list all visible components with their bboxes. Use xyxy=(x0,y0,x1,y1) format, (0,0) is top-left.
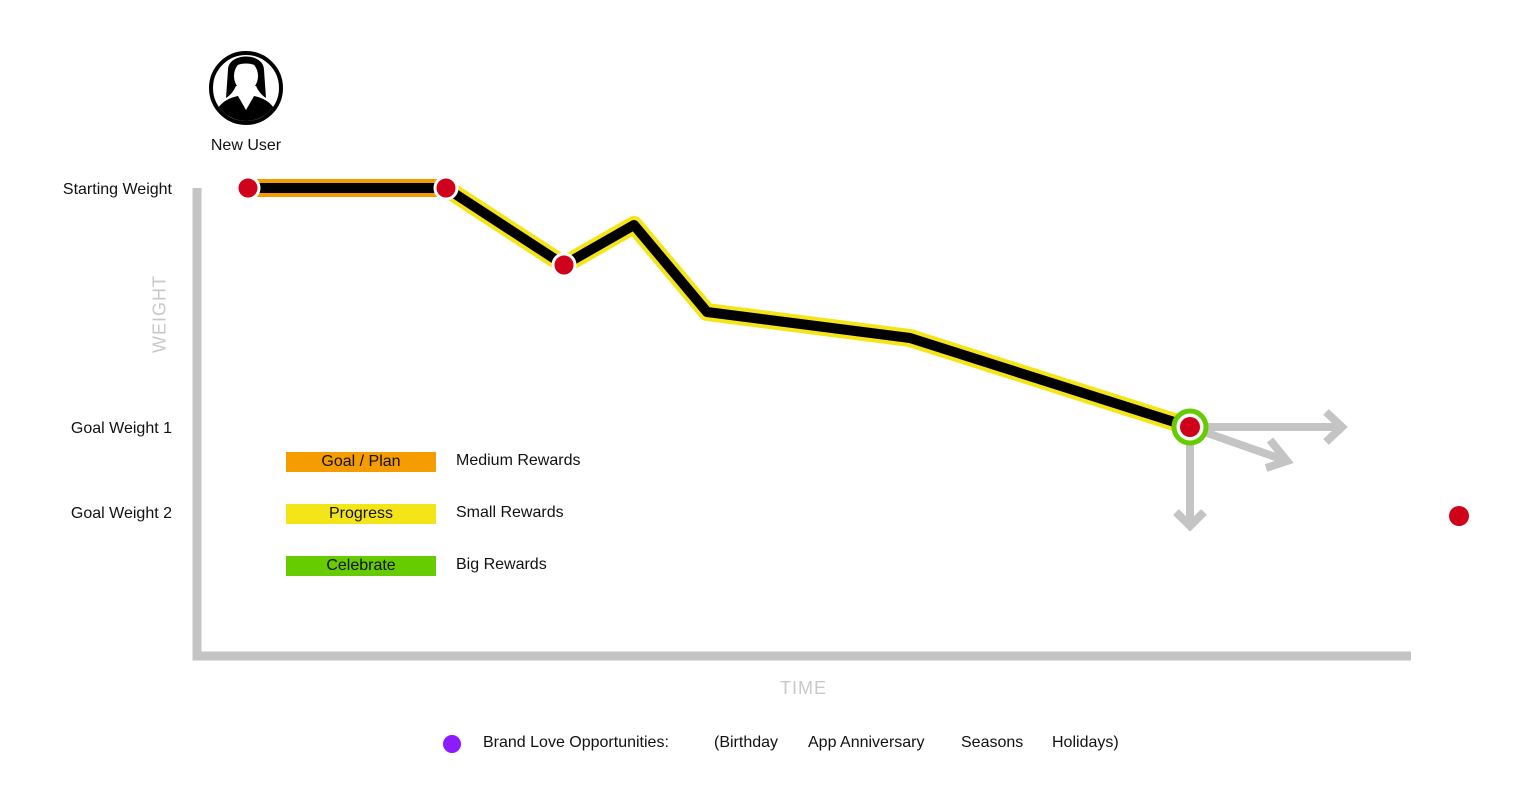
woman-avatar-icon xyxy=(209,51,283,125)
y-axis-title: WEIGHT xyxy=(149,275,170,353)
milestone-dot xyxy=(1449,506,1469,526)
milestone-dot xyxy=(551,252,577,278)
goal-weight-1-label: Goal Weight 1 xyxy=(70,420,172,437)
x-axis-title: TIME xyxy=(780,678,827,698)
legend-goal-plan-desc: Medium Rewards xyxy=(456,452,581,469)
legend-celebrate-desc: Big Rewards xyxy=(456,556,547,573)
milestone-dot xyxy=(235,175,261,201)
legend-celebrate-swatch: Celebrate xyxy=(286,556,436,576)
milestone-dots xyxy=(235,175,1469,526)
brand-love-item: Holidays) xyxy=(1052,734,1119,751)
brand-love-item: App Anniversary xyxy=(808,734,925,751)
user-label: New User xyxy=(210,137,282,154)
brand-love-item: Seasons xyxy=(961,734,1024,751)
goal-weight-2-label: Goal Weight 2 xyxy=(70,505,172,522)
legend-progress-desc: Small Rewards xyxy=(456,504,564,521)
milestone-dot xyxy=(433,175,459,201)
brand-love-title: Brand Love Opportunities: xyxy=(483,734,669,751)
brand-love-dot xyxy=(443,735,461,753)
starting-weight-label: Starting Weight xyxy=(62,181,172,198)
legend-progress-swatch: Progress xyxy=(286,504,436,524)
axis-lines xyxy=(192,188,1411,661)
brand-love-item: (Birthday xyxy=(714,734,779,751)
milestone-dot xyxy=(1180,417,1200,437)
legend-goal-plan-swatch: Goal / Plan xyxy=(286,452,436,472)
